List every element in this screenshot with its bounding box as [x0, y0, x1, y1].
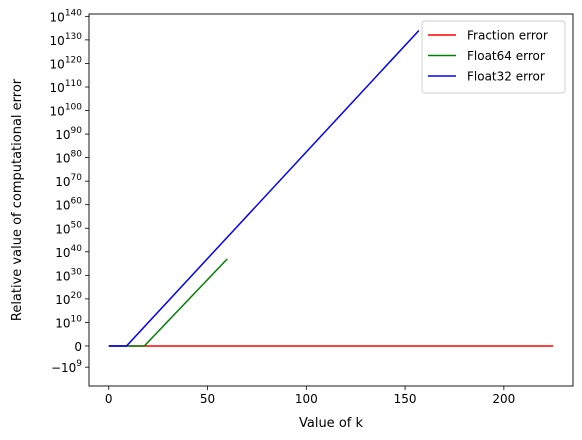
x-tick-label-3: 150	[394, 392, 417, 406]
y-tick-label-5: 1040	[55, 244, 82, 260]
y-tick-label-10: 1090	[55, 126, 82, 142]
y-tick-label-6: 1050	[55, 220, 82, 236]
legend: Fraction error Float64 error Float32 error	[421, 20, 566, 94]
series-line-2	[108, 29, 420, 347]
x-tick-label-1: 50	[200, 392, 215, 406]
y-tick-label-14: 10130	[50, 32, 83, 48]
y-tick-label-0: −109	[51, 359, 82, 375]
series-layer	[108, 29, 554, 347]
y-tick-label-8: 1070	[55, 173, 82, 189]
plot-frame	[88, 13, 574, 387]
legend-label-1: Float64 error	[467, 49, 545, 63]
y-tick-label-1: 0	[74, 340, 82, 354]
y-tick-label-13: 10120	[50, 55, 83, 71]
x-tick-label-2: 100	[295, 392, 318, 406]
y-tick-label-4: 1030	[55, 267, 82, 283]
x-tick-label-4: 200	[492, 392, 515, 406]
y-axis: −109 0 1010 1020 1030 1040 1050 1060 1070 1080 109…	[50, 8, 89, 375]
y-tick-label-15: 10140	[50, 8, 83, 24]
legend-label-0: Fraction error	[467, 29, 548, 43]
y-axis-label: Relative value of computational error	[10, 78, 25, 321]
y-tick-label-9: 1080	[55, 150, 82, 166]
y-tick-label-2: 1010	[55, 314, 82, 330]
x-axis-label: Value of k	[299, 416, 363, 431]
legend-box	[421, 20, 566, 94]
x-tick-label-0: 0	[105, 392, 113, 406]
y-tick-label-7: 1060	[55, 197, 82, 213]
legend-label-2: Float32 error	[467, 70, 545, 84]
y-tick-label-11: 10100	[50, 103, 83, 119]
x-axis: 0 50 100 150 200	[105, 386, 515, 406]
y-tick-label-12: 10110	[50, 79, 83, 95]
y-tick-label-3: 1020	[55, 291, 82, 307]
